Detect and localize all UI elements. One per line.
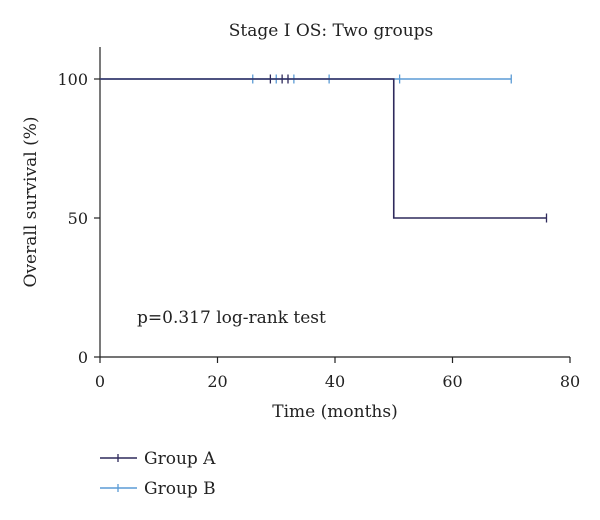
- y-tick-label: 0: [78, 348, 88, 367]
- chart-title: Stage I OS: Two groups: [229, 21, 434, 41]
- y-ticks: 0 50 100: [57, 70, 100, 367]
- x-axis-label: Time (months): [272, 402, 397, 422]
- x-ticks: 0 20 40 60 80: [95, 357, 580, 391]
- x-tick-label: 0: [95, 372, 105, 391]
- y-tick-label: 100: [57, 70, 88, 89]
- series-layer: [100, 74, 548, 223]
- group-a-legend-label: Group A: [144, 449, 216, 469]
- x-tick-label: 40: [325, 372, 345, 391]
- x-tick-label: 20: [207, 372, 227, 391]
- x-tick-label: 60: [442, 372, 462, 391]
- group-b-legend-label: Group B: [144, 479, 216, 499]
- y-axis-label: Overall survival (%): [21, 117, 41, 288]
- y-tick-label: 50: [68, 209, 88, 228]
- x-tick-label: 80: [560, 372, 580, 391]
- group-a-survival-line: [100, 78, 547, 219]
- pvalue-annotation: p=0.317 log-rank test: [137, 308, 326, 328]
- legend: Group A Group B: [100, 449, 216, 499]
